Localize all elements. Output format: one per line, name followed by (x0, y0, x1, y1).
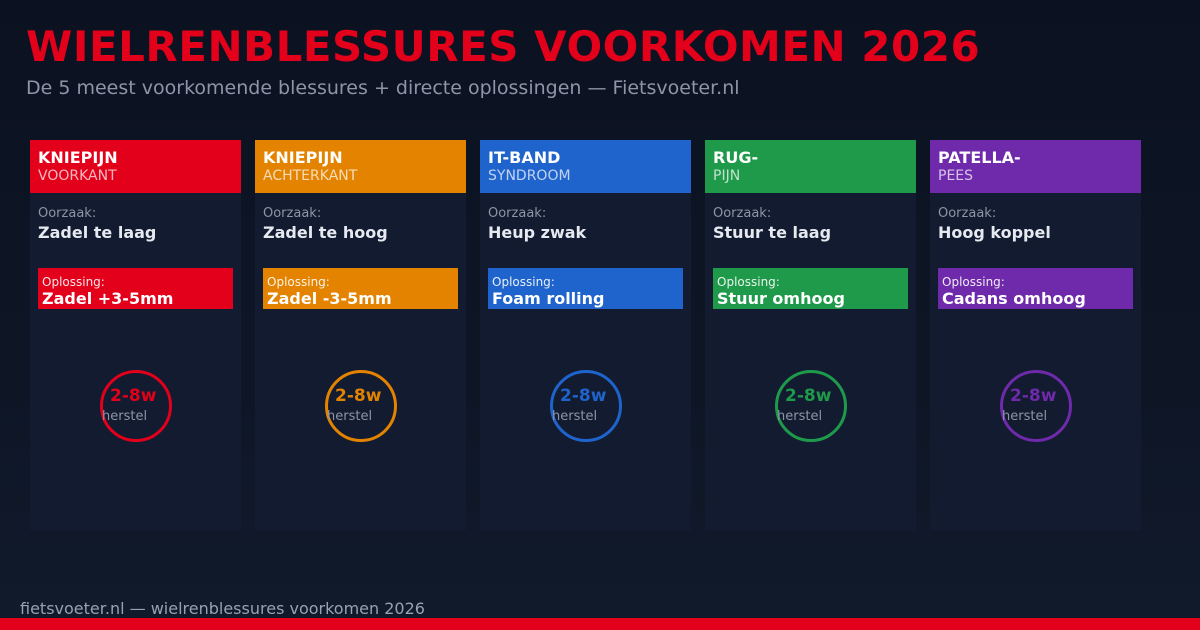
solution-label: Oplossing: (717, 275, 780, 289)
card-header: KNIEPIJN VOORKANT (30, 140, 241, 193)
card-subtitle: VOORKANT (38, 168, 117, 184)
injury-card-it-band: IT-BAND SYNDROOM Oorzaak: Heup zwak Oplo… (480, 140, 691, 530)
solution-value: Zadel -3-5mm (267, 289, 392, 308)
cause-label: Oorzaak: (263, 206, 322, 221)
solution-label: Oplossing: (942, 275, 1005, 289)
card-title: KNIEPIJN (263, 148, 343, 167)
recovery-label: herstel (1002, 409, 1048, 424)
solution-value: Zadel +3-5mm (42, 289, 174, 308)
cause-label: Oorzaak: (713, 206, 772, 221)
recovery-value: 2-8w (1010, 386, 1057, 406)
solution-box: Oplossing: Zadel +3-5mm (38, 268, 233, 309)
solution-value: Stuur omhoog (717, 289, 845, 308)
recovery-label: herstel (552, 409, 598, 424)
recovery-ring (775, 370, 847, 442)
card-title: RUG- (713, 148, 759, 167)
recovery-label: herstel (327, 409, 373, 424)
card-header: RUG- PIJN (705, 140, 916, 193)
card-subtitle: PIJN (713, 168, 741, 184)
card-title: KNIEPIJN (38, 148, 118, 167)
cause-value: Hoog koppel (938, 223, 1051, 242)
card-title: IT-BAND (488, 148, 561, 167)
recovery-ring (1000, 370, 1072, 442)
solution-value: Cadans omhoog (942, 289, 1086, 308)
cause-value: Stuur te laag (713, 223, 832, 242)
solution-value: Foam rolling (492, 289, 605, 308)
recovery-ring (550, 370, 622, 442)
bottom-accent-bar (0, 618, 1200, 630)
solution-box: Oplossing: Foam rolling (488, 268, 683, 309)
solution-label: Oplossing: (492, 275, 555, 289)
injury-card-knee-back: KNIEPIJN ACHTERKANT Oorzaak: Zadel te ho… (255, 140, 466, 530)
recovery-ring (100, 370, 172, 442)
cause-value: Heup zwak (488, 223, 587, 242)
solution-box: Oplossing: Cadans omhoog (938, 268, 1133, 309)
solution-box: Oplossing: Zadel -3-5mm (263, 268, 458, 309)
recovery-label: herstel (777, 409, 823, 424)
solution-label: Oplossing: (42, 275, 105, 289)
footer-text: fietsvoeter.nl — wielrenblessures voorko… (20, 599, 425, 618)
solution-box: Oplossing: Stuur omhoog (713, 268, 908, 309)
injury-card-back-pain: RUG- PIJN Oorzaak: Stuur te laag Oplossi… (705, 140, 916, 530)
cause-label: Oorzaak: (938, 206, 997, 221)
card-subtitle: ACHTERKANT (263, 168, 358, 184)
card-header: PATELLA- PEES (930, 140, 1141, 193)
recovery-value: 2-8w (110, 386, 157, 406)
card-header: IT-BAND SYNDROOM (480, 140, 691, 193)
card-title: PATELLA- (938, 148, 1021, 167)
cause-value: Zadel te hoog (263, 223, 388, 242)
solution-label: Oplossing: (267, 275, 330, 289)
injury-card-patella-tendon: PATELLA- PEES Oorzaak: Hoog koppel Oplos… (930, 140, 1141, 530)
card-header: KNIEPIJN ACHTERKANT (255, 140, 466, 193)
recovery-value: 2-8w (785, 386, 832, 406)
card-subtitle: PEES (938, 168, 974, 184)
recovery-label: herstel (102, 409, 148, 424)
injury-card-knee-front: KNIEPIJN VOORKANT Oorzaak: Zadel te laag… (30, 140, 241, 530)
cause-label: Oorzaak: (488, 206, 547, 221)
cause-label: Oorzaak: (38, 206, 97, 221)
recovery-ring (325, 370, 397, 442)
recovery-value: 2-8w (560, 386, 607, 406)
page-subtitle: De 5 meest voorkomende blessures + direc… (26, 77, 740, 99)
page-title: WIELRENBLESSURES VOORKOMEN 2026 (26, 22, 981, 71)
card-subtitle: SYNDROOM (488, 168, 571, 184)
cause-value: Zadel te laag (38, 223, 157, 242)
recovery-value: 2-8w (335, 386, 382, 406)
